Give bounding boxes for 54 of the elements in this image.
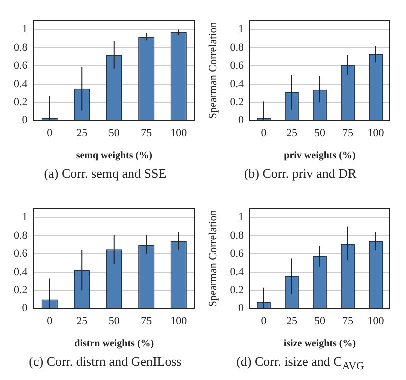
y-tick-label: 1 xyxy=(238,212,244,224)
y-tick-label: 0.2 xyxy=(14,96,28,108)
y-axis-title: Spearman Correlation xyxy=(207,210,220,308)
text: (d) Corr. isize and C$_{AVG}$ xyxy=(236,354,366,373)
y-tick-label: 0.6 xyxy=(14,248,28,260)
y-tick-label: 0 xyxy=(238,114,244,127)
y-tick-label: 0 xyxy=(238,302,244,315)
x-tick-label: 50 xyxy=(314,127,326,140)
y-tick-label: 0.4 xyxy=(14,78,28,90)
x-tick-label: 0 xyxy=(47,315,54,328)
x-tick-label: 75 xyxy=(141,315,153,328)
y-tick-label: 1 xyxy=(22,212,28,224)
y-tick-label: 0.8 xyxy=(230,42,244,54)
x-tick-label: 50 xyxy=(314,315,326,328)
y-tick-label: 0.2 xyxy=(14,284,28,296)
x-tick-label: 0 xyxy=(47,127,54,140)
x-tick-label: 50 xyxy=(108,315,120,328)
x-tick-label: 75 xyxy=(141,127,153,140)
x-axis-title: isize weights (%) xyxy=(284,338,356,350)
x-tick-label: 25 xyxy=(76,315,88,328)
x-tick-label: 75 xyxy=(342,315,354,328)
y-tick-label: 0.8 xyxy=(14,230,28,242)
text: (b) Corr. priv and DR xyxy=(243,166,358,182)
x-axis-title: semq weights (%) xyxy=(76,150,152,162)
y-tick-label: 0 xyxy=(22,114,28,127)
y-tick-label: 0.8 xyxy=(14,42,28,54)
y-tick-label: 0.4 xyxy=(230,78,244,90)
y-tick-label: 0.2 xyxy=(230,96,244,108)
y-tick-label: 0.4 xyxy=(230,266,244,278)
y-tick-label: 1 xyxy=(238,24,244,36)
y-tick-label: 0.6 xyxy=(230,248,244,260)
x-tick-label: 100 xyxy=(368,315,385,328)
x-tick-label: 0 xyxy=(261,315,268,328)
text: (a) Corr. semq and SSE xyxy=(43,166,168,182)
y-tick-label: 0.6 xyxy=(14,60,28,72)
y-tick-label: 0 xyxy=(22,302,28,315)
x-tick-label: 50 xyxy=(108,127,120,140)
y-tick-label: 0.2 xyxy=(230,284,244,296)
x-tick-label: 25 xyxy=(76,127,88,140)
x-tick-label: 25 xyxy=(286,315,298,328)
y-tick-label: 0.8 xyxy=(230,230,244,242)
y-tick-label: 1 xyxy=(22,24,28,36)
x-tick-label: 100 xyxy=(170,127,188,140)
y-axis-title: Spearman Correlation xyxy=(207,22,220,120)
text: (c) Corr. distrn and GenILoss xyxy=(28,354,183,370)
y-tick-label: 0.6 xyxy=(230,60,244,72)
x-tick-label: 100 xyxy=(368,127,385,140)
x-axis-title: priv weights (%) xyxy=(284,150,356,162)
y-tick-label: 0.4 xyxy=(14,266,28,278)
x-tick-label: 100 xyxy=(170,315,188,328)
x-tick-label: 0 xyxy=(261,127,268,140)
x-tick-label: 75 xyxy=(342,127,354,140)
x-tick-label: 25 xyxy=(286,127,298,140)
x-axis-title: distrn weights (%) xyxy=(74,338,154,350)
